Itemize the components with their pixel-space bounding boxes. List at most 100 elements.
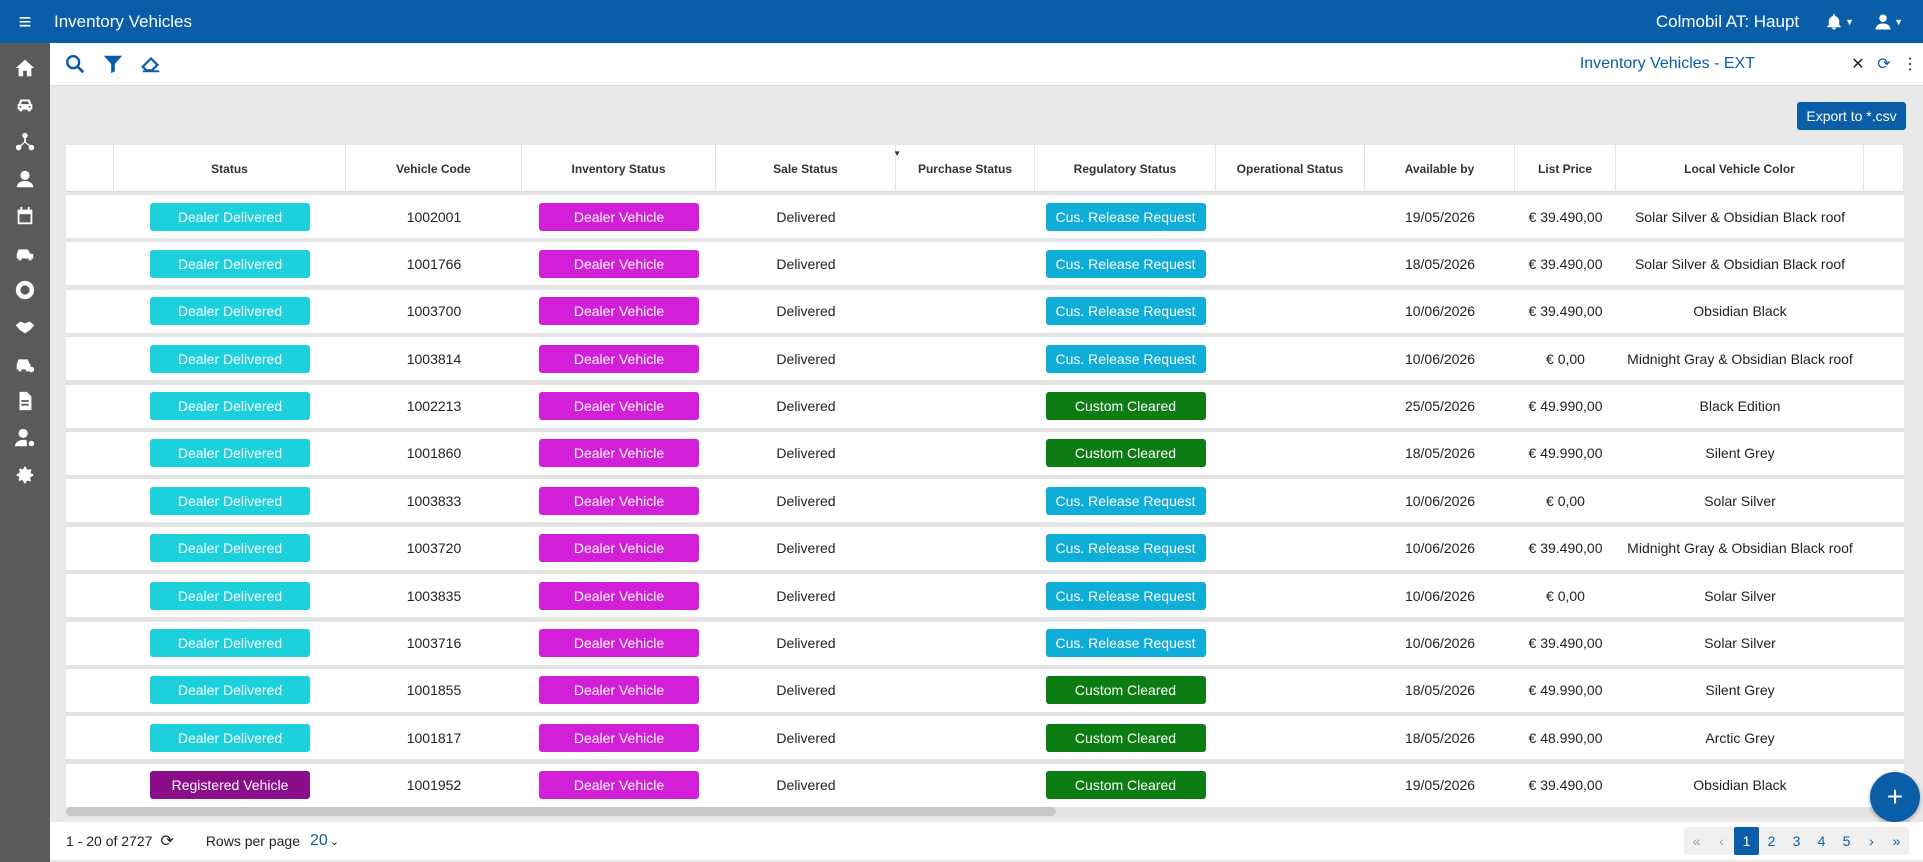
nav-documents[interactable] (0, 382, 50, 419)
first-page-button[interactable]: « (1692, 833, 1701, 849)
page-button-1[interactable]: 1 (1734, 827, 1759, 855)
column-header-purchase-status[interactable]: Purchase Status (896, 145, 1035, 192)
available-by-cell: 18/05/2026 (1404, 255, 1476, 272)
page-button-4[interactable]: 4 (1817, 833, 1826, 849)
user-menu-button[interactable]: ▼ (1874, 13, 1903, 31)
horizontal-scrollbar[interactable] (66, 807, 1056, 816)
overflow-cell (1864, 290, 1904, 333)
column-header-vehicle-code[interactable]: Vehicle Code (346, 145, 522, 192)
nav-performance[interactable] (0, 234, 50, 271)
available-by-cell: 25/05/2026 (1404, 398, 1476, 415)
table-row[interactable]: Dealer Delivered 1001766 Dealer Vehicle Del… (66, 242, 1904, 286)
page-button-2[interactable]: 2 (1767, 833, 1776, 849)
nav-settings[interactable] (0, 456, 50, 493)
inventory-status-cell: Dealer Vehicle (522, 432, 716, 475)
rows-per-page-select[interactable]: 20 ⌄ (310, 832, 339, 850)
nav-calendar[interactable] (0, 197, 50, 234)
overflow-cell (1864, 432, 1904, 475)
filter-button[interactable] (94, 45, 132, 83)
row-select-cell[interactable] (66, 527, 114, 570)
organization-selector[interactable]: Colmobil AT: Haupt (1655, 11, 1800, 31)
regulatory-status-badge: Cus. Release Request (1045, 202, 1206, 231)
sale-status-cell: Delivered (776, 303, 836, 320)
column-header-available-by[interactable]: Available by (1365, 145, 1515, 192)
column-header-sale-status[interactable]: Sale Status ▼ (716, 145, 901, 192)
prev-page-button[interactable]: ‹ (1719, 833, 1724, 849)
column-header-list-price[interactable]: List Price (1515, 145, 1616, 192)
column-header-local-vehicle-color[interactable]: Local Vehicle Color (1616, 145, 1864, 192)
calendar-icon (17, 206, 33, 224)
nav-deals[interactable] (0, 308, 50, 345)
row-select-cell[interactable] (66, 669, 114, 712)
column-header-operational-status[interactable]: Operational Status (1216, 145, 1365, 192)
refresh-icon[interactable]: ⟳ (1877, 56, 1891, 73)
row-select-cell[interactable] (66, 290, 114, 333)
nav-user-settings[interactable] (0, 419, 50, 456)
table-row[interactable]: Dealer Delivered 1001855 Dealer Vehicle Del… (66, 668, 1904, 712)
notifications-button[interactable]: ▼ (1825, 13, 1854, 31)
table-row[interactable]: Dealer Delivered 1001817 Dealer Vehicle Del… (66, 716, 1904, 760)
table-row[interactable]: Dealer Delivered 1003833 Dealer Vehicle Del… (66, 479, 1904, 523)
row-select-cell[interactable] (66, 195, 114, 238)
row-select-cell[interactable] (66, 385, 114, 428)
vehicle-code-cell: 1001952 (406, 777, 462, 794)
search-button[interactable] (56, 45, 94, 83)
add-vehicle-button[interactable]: + (1870, 772, 1920, 822)
vehicle-code-cell: 1003720 (406, 540, 462, 557)
page-button-5[interactable]: 5 (1842, 833, 1851, 849)
inventory-status-cell: Dealer Vehicle (522, 716, 716, 759)
table-row[interactable]: Registered Vehicle 1001952 Dealer Vehicle D… (66, 763, 1904, 807)
clear-filter-button[interactable] (132, 45, 170, 83)
row-select-cell[interactable] (66, 337, 114, 380)
table-row[interactable]: Dealer Delivered 1002001 Dealer Vehicle Del… (66, 195, 1904, 238)
last-page-button[interactable]: » (1892, 833, 1901, 849)
table-row[interactable]: Dealer Delivered 1003720 Dealer Vehicle Del… (66, 526, 1904, 570)
row-select-cell[interactable] (66, 574, 114, 617)
view-name[interactable]: Inventory Vehicles - EXT (1579, 55, 1755, 72)
table-row[interactable]: Dealer Delivered 1003700 Dealer Vehicle Del… (66, 289, 1904, 333)
vehicle-color-cell: Midnight Gray & Obsidian Black roof (1627, 540, 1853, 557)
refresh-count-icon[interactable]: ⟳ (160, 833, 174, 850)
nav-vehicle-settings[interactable] (0, 345, 50, 382)
column-header-regulatory-status[interactable]: Regulatory Status (1035, 145, 1216, 192)
select-column-header[interactable] (66, 145, 114, 192)
table-row[interactable]: Dealer Delivered 1003814 Dealer Vehicle Del… (66, 337, 1904, 381)
nav-vehicles[interactable] (0, 86, 50, 123)
column-header-inventory-status[interactable]: Inventory Status (522, 145, 716, 192)
vehicle-code-cell: 1001855 (406, 682, 462, 699)
regulatory-status-badge: Cus. Release Request (1045, 581, 1206, 610)
nav-customers[interactable] (0, 160, 50, 197)
row-select-cell[interactable] (66, 622, 114, 665)
inventory-status-badge: Dealer Vehicle (539, 202, 699, 231)
row-select-cell[interactable] (66, 764, 114, 807)
list-price-cell: € 49.990,00 (1528, 398, 1603, 415)
table-row[interactable]: Dealer Delivered 1003835 Dealer Vehicle Del… (66, 574, 1904, 618)
table-row[interactable]: Dealer Delivered 1002213 Dealer Vehicle Del… (66, 384, 1904, 428)
next-page-button[interactable]: › (1869, 833, 1874, 849)
table-row[interactable]: Dealer Delivered 1003716 Dealer Vehicle Del… (66, 621, 1904, 665)
nav-service[interactable] (0, 271, 50, 308)
nav-home[interactable] (0, 49, 50, 86)
nav-network[interactable] (0, 123, 50, 160)
row-select-cell[interactable] (66, 479, 114, 522)
column-header-status[interactable]: Status (114, 145, 346, 192)
available-by-cell: 10/06/2026 (1404, 635, 1476, 652)
inventory-status-badge: Dealer Vehicle (539, 534, 699, 563)
close-icon[interactable]: ✕ (1851, 56, 1865, 73)
regulatory-status-badge: Custom Cleared (1045, 676, 1206, 705)
sale-status-cell: Delivered (776, 682, 836, 699)
vehicle-color-cell: Black Edition (1699, 398, 1781, 415)
status-badge: Dealer Delivered (150, 723, 310, 752)
more-vertical-icon[interactable]: ⋮ (1902, 56, 1918, 73)
status-cell: Dealer Delivered (114, 242, 346, 285)
table-row[interactable]: Dealer Delivered 1001860 Dealer Vehicle Del… (66, 431, 1904, 475)
regulatory-status-cell: Cus. Release Request (1035, 574, 1216, 617)
export-csv-button[interactable]: Export to *.csv (1797, 102, 1906, 130)
row-select-cell[interactable] (66, 716, 114, 759)
hamburger-menu-icon[interactable]: ≡ (18, 8, 32, 34)
row-select-cell[interactable] (66, 432, 114, 475)
row-select-cell[interactable] (66, 242, 114, 285)
list-price-cell: € 0,00 (1546, 492, 1585, 509)
status-badge: Dealer Delivered (150, 629, 310, 658)
page-button-3[interactable]: 3 (1792, 833, 1801, 849)
